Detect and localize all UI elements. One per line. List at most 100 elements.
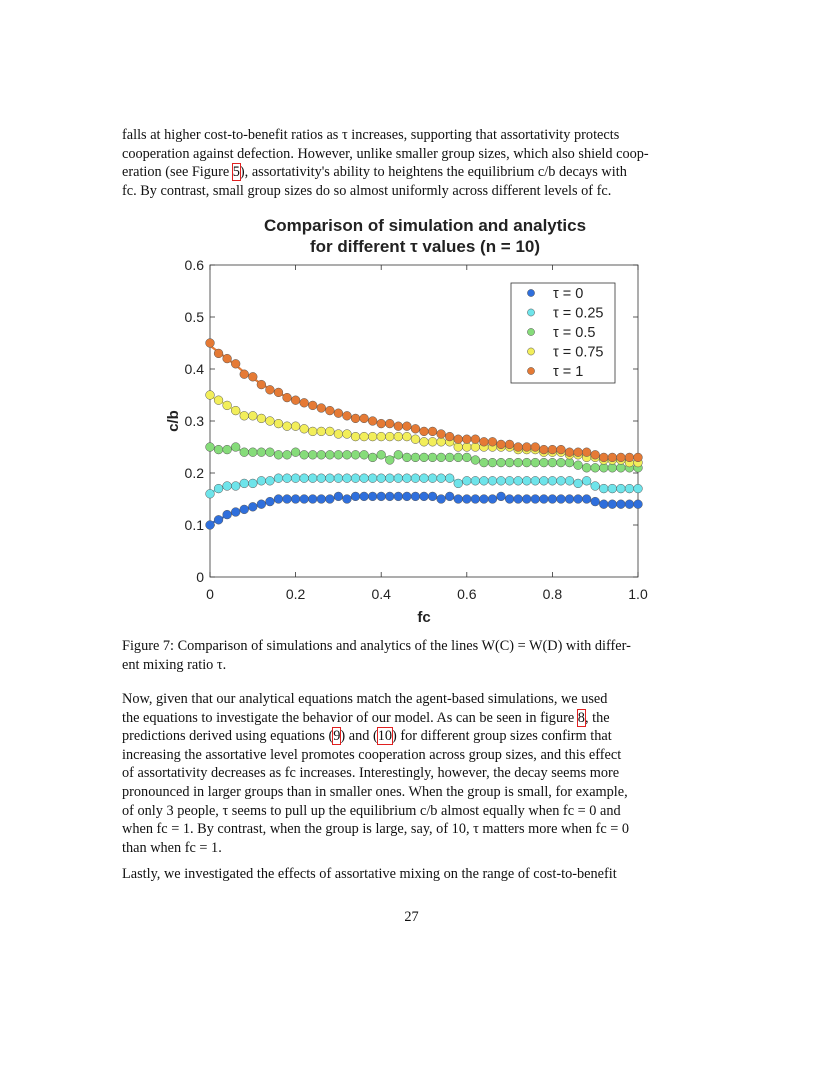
data-point bbox=[573, 478, 583, 489]
data-point bbox=[539, 476, 549, 486]
data-point bbox=[616, 483, 626, 494]
data-point bbox=[376, 450, 386, 460]
data-point bbox=[248, 502, 258, 512]
data-point bbox=[299, 473, 309, 483]
data-point bbox=[513, 442, 523, 452]
legend-label: τ = 1 bbox=[553, 364, 583, 380]
data-point bbox=[402, 431, 412, 442]
text-line: Now, given that our analytical equations… bbox=[122, 691, 608, 707]
data-point bbox=[556, 457, 566, 468]
data-point bbox=[487, 457, 498, 468]
data-point bbox=[427, 426, 438, 437]
text-line: falls at higher cost-to-benefit ratios a… bbox=[122, 127, 620, 143]
data-point bbox=[436, 437, 446, 447]
data-point bbox=[504, 457, 515, 468]
legend-label: τ = 0.5 bbox=[553, 325, 595, 341]
data-point bbox=[445, 431, 455, 442]
data-point bbox=[333, 491, 344, 502]
data-point bbox=[410, 473, 421, 483]
x-tick-label: 0.8 bbox=[543, 586, 563, 602]
data-point bbox=[581, 476, 592, 486]
body-paragraph: Now, given that our analytical equations… bbox=[122, 690, 707, 857]
data-point bbox=[325, 405, 335, 416]
data-point bbox=[222, 400, 232, 411]
data-point bbox=[419, 426, 429, 437]
data-point bbox=[410, 424, 421, 434]
data-point bbox=[445, 452, 455, 463]
data-point bbox=[265, 496, 275, 507]
data-point bbox=[256, 447, 267, 457]
data-point bbox=[282, 421, 292, 431]
figure-caption: Figure 7: Comparison of simulations and … bbox=[122, 637, 707, 674]
data-point bbox=[445, 491, 455, 502]
chart-subtitle: for different τ values (n = 10) bbox=[310, 237, 540, 256]
data-point bbox=[367, 491, 378, 502]
x-tick-label: 0.6 bbox=[457, 586, 477, 602]
data-point bbox=[205, 338, 215, 348]
y-tick-label: 0.4 bbox=[185, 361, 205, 377]
data-point bbox=[385, 473, 395, 483]
data-point bbox=[599, 499, 609, 509]
data-point bbox=[599, 452, 609, 463]
data-point bbox=[470, 455, 481, 465]
equation-ref-link[interactable]: 10 bbox=[376, 727, 394, 746]
text-line: pronounced in larger groups than in smal… bbox=[122, 783, 628, 800]
data-point bbox=[256, 413, 267, 424]
data-point bbox=[308, 494, 318, 504]
data-point bbox=[530, 442, 540, 452]
data-point bbox=[436, 494, 446, 504]
equation-ref-link[interactable]: 9 bbox=[332, 727, 342, 746]
figure-ref-link[interactable]: 8 bbox=[576, 708, 586, 727]
data-point bbox=[333, 429, 344, 439]
x-tick-label: 0 bbox=[206, 586, 214, 602]
data-point bbox=[308, 426, 318, 437]
data-point bbox=[547, 457, 558, 468]
y-tick-label: 0.3 bbox=[185, 413, 205, 429]
legend-marker bbox=[527, 367, 535, 375]
figure-ref-link[interactable]: 5 bbox=[231, 163, 241, 182]
data-point bbox=[299, 450, 309, 460]
y-tick-label: 0 bbox=[196, 569, 204, 585]
data-point bbox=[213, 515, 224, 525]
data-point bbox=[419, 452, 429, 463]
data-point bbox=[222, 509, 232, 520]
data-point bbox=[436, 473, 446, 483]
data-point bbox=[410, 452, 421, 463]
data-point bbox=[522, 457, 532, 468]
data-point bbox=[205, 390, 215, 400]
data-point bbox=[342, 450, 352, 460]
data-point bbox=[393, 421, 403, 431]
data-point bbox=[239, 504, 249, 515]
data-point bbox=[581, 463, 592, 473]
data-point bbox=[325, 426, 335, 437]
data-point bbox=[462, 434, 472, 444]
text-line: of assortativity decreases as fc increas… bbox=[122, 765, 620, 782]
data-point bbox=[385, 418, 395, 429]
data-point bbox=[385, 491, 395, 502]
data-point bbox=[496, 439, 506, 450]
data-point bbox=[487, 437, 498, 447]
data-point bbox=[231, 481, 241, 491]
data-point bbox=[256, 499, 267, 509]
data-point bbox=[633, 499, 643, 509]
data-point bbox=[265, 385, 275, 395]
data-point bbox=[248, 447, 258, 457]
data-point bbox=[470, 434, 481, 444]
data-point bbox=[539, 444, 549, 455]
data-point bbox=[367, 452, 378, 463]
x-tick-label: 0.2 bbox=[286, 586, 306, 602]
data-point bbox=[359, 413, 369, 424]
data-point bbox=[573, 494, 583, 504]
legend-marker bbox=[527, 328, 535, 336]
data-point bbox=[504, 439, 515, 450]
page-number: 27 bbox=[404, 909, 419, 925]
data-point bbox=[564, 476, 575, 486]
data-point bbox=[367, 431, 378, 442]
data-point bbox=[530, 476, 540, 486]
data-point bbox=[308, 450, 318, 460]
data-point bbox=[522, 442, 532, 452]
data-point bbox=[496, 491, 506, 502]
data-point bbox=[350, 431, 361, 442]
y-axis-label: c/b bbox=[165, 410, 182, 432]
x-tick-label: 1.0 bbox=[628, 586, 648, 602]
